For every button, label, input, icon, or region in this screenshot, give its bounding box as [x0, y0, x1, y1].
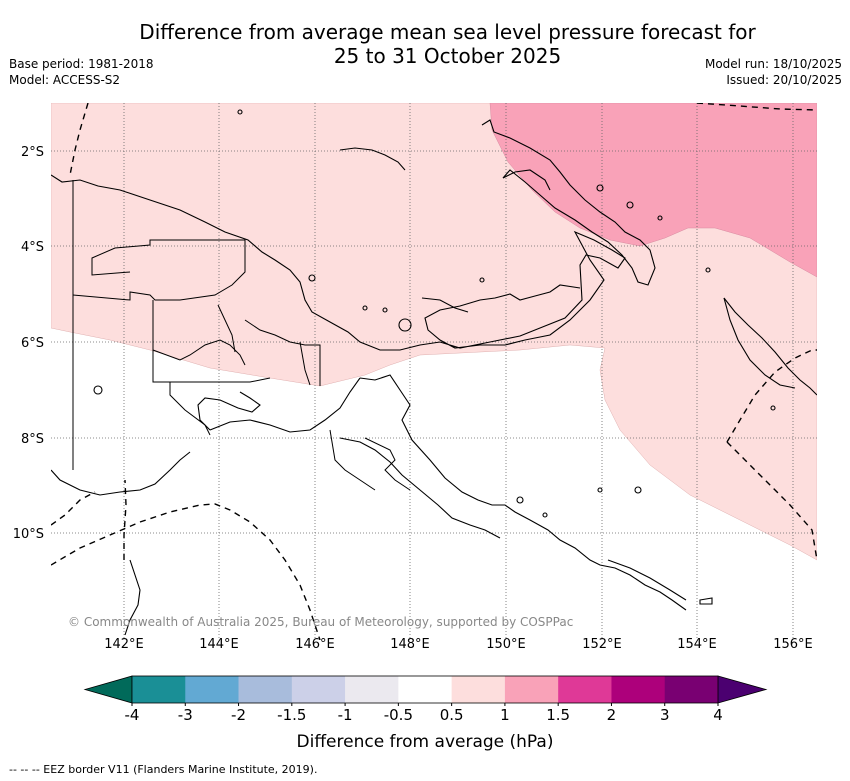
issued-text: Issued: 20/10/2025	[726, 73, 842, 87]
colorbar-over-arrow	[717, 675, 768, 704]
gridlines	[51, 103, 817, 640]
title-line-2: 25 to 31 October 2025	[333, 44, 562, 68]
colorbar-tick-label: 2	[607, 706, 617, 724]
colorbar-tick-label: 4	[713, 706, 723, 724]
colorbar-cell	[132, 676, 186, 703]
lat-label: 2°S	[21, 145, 44, 160]
colorbar-cell	[558, 676, 612, 703]
colorbar: -4 -3 -2 -1.5 -1 -0.5 0.5 1 1.5 2 3 4 Difference fr…	[83, 675, 768, 752]
colorbar-tick-label: 1	[500, 706, 510, 724]
meta-right: Model run: 18/10/2025 Issued: 20/10/2025	[705, 56, 842, 88]
lat-label: 4°S	[21, 240, 44, 255]
lat-labels: 2°S 4°S 6°S 8°S 10°S	[13, 145, 44, 542]
new-guinea-coast	[51, 174, 626, 351]
lon-label: 150°E	[486, 637, 526, 652]
title-line-1: Difference from average mean sea level p…	[139, 20, 756, 44]
lon-label: 144°E	[199, 637, 239, 652]
colorbar-cell	[291, 676, 346, 703]
colorbar-cell	[238, 676, 293, 703]
lat-label: 10°S	[13, 527, 44, 542]
colorbar-cell	[664, 676, 719, 703]
new-ireland-coast	[339, 147, 406, 171]
colorbar-tick-label: 3	[660, 706, 670, 724]
model-text: Model: ACCESS-S2	[9, 73, 121, 87]
eez-border	[51, 103, 817, 640]
map-area	[51, 103, 817, 640]
lat-label: 8°S	[21, 432, 44, 447]
admin-borders	[72, 180, 411, 491]
colorbar-tick-label: -3	[178, 706, 193, 724]
model-run-text: Model run: 18/10/2025	[704, 57, 842, 71]
lat-label: 6°S	[21, 336, 44, 351]
colorbar-tick-label: -2	[231, 706, 246, 724]
chart-title: Difference from average mean sea level p…	[0, 20, 850, 68]
colorbar-cell	[345, 676, 399, 703]
lon-label: 152°E	[582, 637, 622, 652]
colorbar-cell	[504, 676, 559, 703]
colorbar-cell	[185, 676, 239, 703]
colorbar-tick-label: -0.5	[384, 706, 413, 724]
lon-labels: 142°E 144°E 146°E 148°E 150°E 152°E 154°…	[104, 637, 813, 652]
colorbar-tick-label: -1	[338, 706, 353, 724]
colorbar-cell	[398, 676, 452, 703]
bougainville-coast	[723, 297, 817, 396]
lon-label: 156°E	[773, 637, 813, 652]
colorbar-label: Difference from average (hPa)	[297, 732, 554, 752]
base-period-text: Base period: 1981-2018	[9, 57, 154, 71]
colorbar-cell	[611, 676, 666, 703]
lon-label: 146°E	[295, 637, 335, 652]
colorbar-tick-label: -1.5	[277, 706, 306, 724]
colorbar-tick-label: -4	[125, 706, 140, 724]
coastlines	[51, 109, 817, 636]
anomaly-region-1-1.5	[489, 103, 817, 278]
lon-label: 142°E	[104, 637, 144, 652]
meta-left: Base period: 1981-2018 Model: ACCESS-S2	[9, 56, 154, 88]
colorbar-cell	[451, 676, 506, 703]
lon-label: 148°E	[390, 637, 430, 652]
new-britain-coast	[481, 119, 656, 286]
colorbar-frame	[131, 675, 719, 704]
eez-legend-note: -- -- -- EEZ border V11 (Flanders Marine…	[9, 763, 318, 776]
colorbar-tick-label: 0.5	[440, 706, 464, 724]
colorbar-under-arrow	[83, 675, 133, 704]
lon-label: 154°E	[677, 637, 717, 652]
copyright-text: © Commonwealth of Australia 2025, Bureau…	[68, 615, 573, 629]
colorbar-tick-label: 1.5	[546, 706, 570, 724]
